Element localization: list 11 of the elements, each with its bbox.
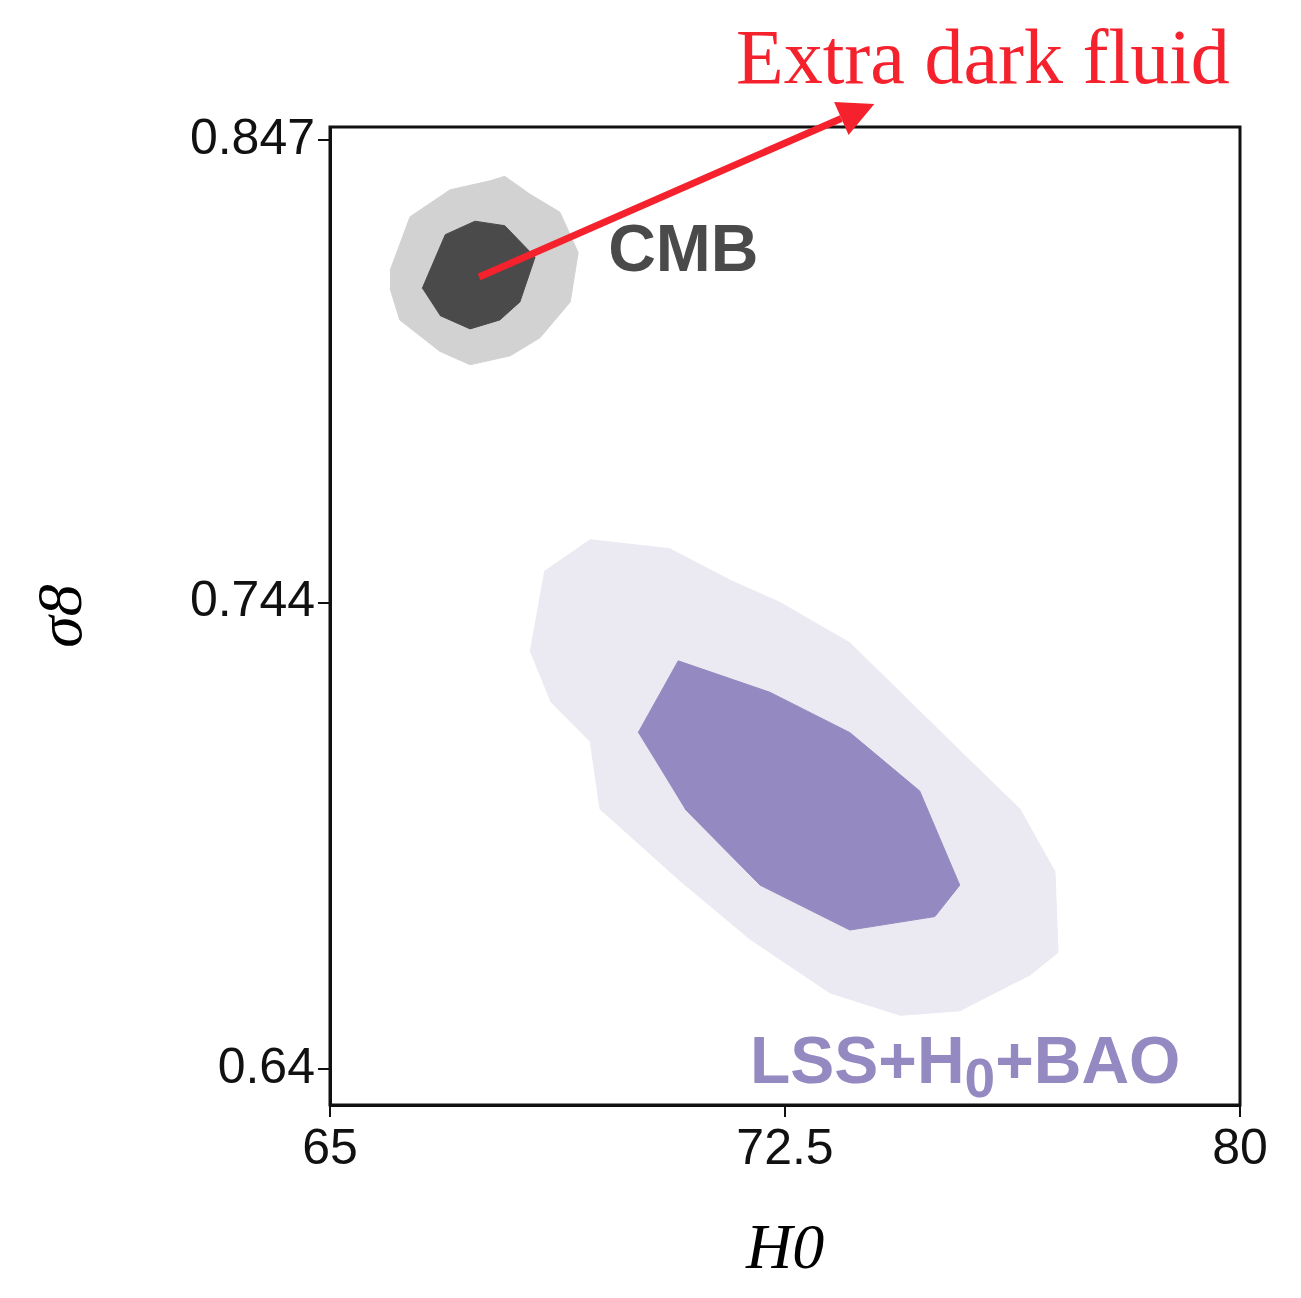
x-axis-title: H0	[746, 1211, 825, 1282]
series-label: CMB	[608, 210, 759, 285]
text: Extra dark fluid	[736, 13, 1230, 100]
y-tick-label: 0.847	[189, 109, 315, 166]
x-tick-label: 72.5	[736, 1118, 834, 1175]
x-tick-label: 65	[302, 1118, 358, 1175]
y-tick-label: 0.64	[217, 1037, 315, 1094]
y-tick-label: 0.744	[189, 571, 315, 628]
x-tick-label: 80	[1212, 1118, 1268, 1175]
y-axis-title: σ8	[23, 584, 95, 648]
series-label: LSS+H$_{0}$+BAO	[750, 1023, 1181, 1110]
